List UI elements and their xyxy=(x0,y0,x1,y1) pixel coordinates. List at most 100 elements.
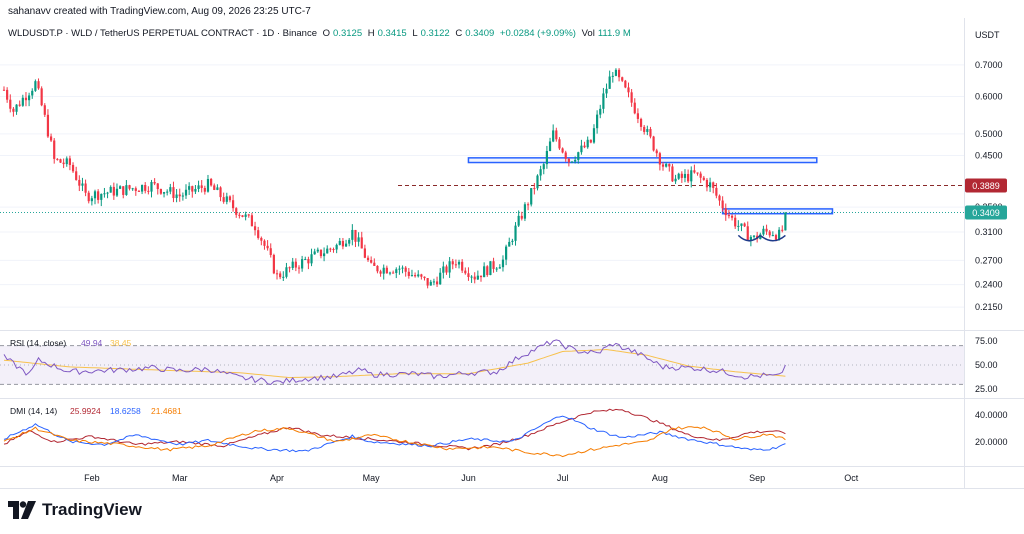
candle-body xyxy=(724,208,727,216)
candle-body xyxy=(743,223,746,227)
candle-body xyxy=(687,173,690,182)
candle-body xyxy=(514,225,517,241)
candle-body xyxy=(454,264,457,266)
candle-body xyxy=(18,104,21,106)
candle-body xyxy=(131,188,134,190)
candle-body xyxy=(740,223,743,226)
candle-body xyxy=(297,267,301,269)
tradingview-logo-icon xyxy=(8,501,36,519)
candle-body xyxy=(586,139,589,148)
candle-body xyxy=(395,269,398,273)
candle-body xyxy=(147,190,150,192)
open-value: 0.3125 xyxy=(333,28,363,39)
dmi-plus-value: 18.6258 xyxy=(110,406,141,416)
candle-body xyxy=(737,225,740,227)
candle-body xyxy=(479,275,483,278)
candle-body xyxy=(633,102,636,114)
change-value: +0.0284 (+9.09%) xyxy=(499,28,576,39)
candle-body xyxy=(552,130,555,142)
price-tick-label: 0.3100 xyxy=(975,227,1003,237)
candle-body xyxy=(128,185,131,189)
dmi-pane: 40.0000 20.0000 xyxy=(3,408,1008,458)
candle-body xyxy=(351,229,354,240)
candle-body xyxy=(162,192,166,194)
candle-body xyxy=(100,193,103,200)
candle-body xyxy=(6,89,9,100)
candle-body xyxy=(734,217,737,227)
candle-body xyxy=(93,191,97,199)
candle-body xyxy=(156,183,159,190)
candle-body xyxy=(87,192,90,202)
candle-body xyxy=(62,162,65,165)
candle-body xyxy=(511,240,514,242)
candle-body xyxy=(473,276,476,280)
candle-body xyxy=(639,118,643,127)
candle-body xyxy=(470,276,473,278)
candle-body xyxy=(34,81,37,91)
high-label: H xyxy=(367,28,375,39)
candle-body xyxy=(370,260,373,263)
candle-body xyxy=(774,235,778,240)
candle-body xyxy=(238,214,241,216)
candle-body xyxy=(125,185,128,195)
candle-body xyxy=(84,183,87,193)
candle-body xyxy=(159,189,163,194)
candle-body xyxy=(253,226,257,231)
candle-body xyxy=(250,215,254,227)
candle-body xyxy=(191,186,194,192)
candle-body xyxy=(561,148,564,153)
candle-body xyxy=(144,184,147,191)
candle-body xyxy=(608,76,611,89)
candle-body xyxy=(489,261,492,276)
candle-body xyxy=(439,272,442,285)
volume-value: 111.9 M xyxy=(597,28,631,39)
candle-body xyxy=(332,249,335,251)
time-tick-label: Oct xyxy=(844,473,859,483)
candle-body xyxy=(97,191,100,200)
candle-body xyxy=(548,141,552,151)
candle-body xyxy=(316,249,319,252)
candle-body xyxy=(410,275,414,277)
tradingview-brand: TradingView xyxy=(8,500,142,520)
candle-body xyxy=(341,240,345,247)
symbol-title[interactable]: WLDUSDT.P · WLD / TetherUS PERPETUAL CON… xyxy=(8,28,318,39)
candle-body xyxy=(483,266,486,278)
candle-body xyxy=(624,80,627,88)
candle-body xyxy=(12,108,15,112)
bottom-arc xyxy=(759,234,786,242)
candle-body xyxy=(599,108,602,115)
candle-body xyxy=(749,236,752,241)
candle-body xyxy=(570,161,574,163)
candle-body xyxy=(24,97,28,101)
candle-body xyxy=(200,185,203,188)
rsi-ma-line xyxy=(3,348,786,379)
candle-body xyxy=(15,104,18,112)
time-tick-label: Jun xyxy=(461,473,476,483)
candle-body xyxy=(266,245,269,249)
price-gridlines xyxy=(0,64,964,308)
candle-body xyxy=(693,170,696,173)
candle-body xyxy=(429,281,432,286)
candle-body xyxy=(523,204,527,219)
dmi-plus-line xyxy=(3,415,786,453)
candle-body xyxy=(379,271,382,274)
candle-body xyxy=(43,105,46,115)
candle-body xyxy=(702,177,705,180)
candle-body xyxy=(643,126,646,132)
candle-body xyxy=(291,261,294,268)
candle-body xyxy=(542,164,545,170)
time-tick-label: Jul xyxy=(557,473,569,483)
candle-body xyxy=(319,249,323,257)
low-value: 0.3122 xyxy=(420,28,450,39)
candle-body xyxy=(505,246,508,260)
price-tick-label: 0.5000 xyxy=(975,129,1003,139)
candle-body xyxy=(9,99,12,109)
brand-name: TradingView xyxy=(42,500,142,519)
candle-body xyxy=(373,262,376,266)
candle-body xyxy=(81,183,84,186)
candle-body xyxy=(363,248,366,258)
candle-body xyxy=(668,163,671,167)
candle-body xyxy=(65,158,68,165)
